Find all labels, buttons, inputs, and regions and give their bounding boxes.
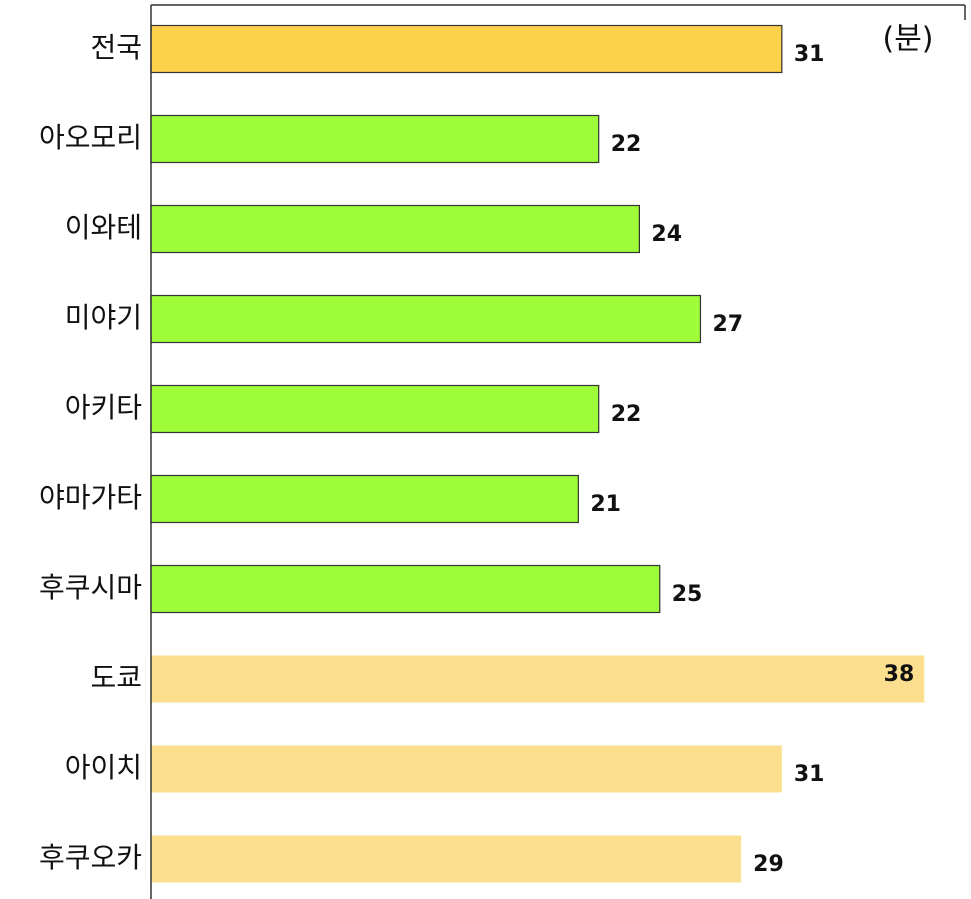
bar <box>150 474 579 524</box>
category-label: 전국 <box>90 31 142 64</box>
value-label: 31 <box>794 762 825 787</box>
bar <box>150 564 661 614</box>
bar <box>150 294 702 344</box>
value-label: 24 <box>651 222 682 247</box>
value-label: 22 <box>611 132 642 157</box>
value-label: 38 <box>884 662 915 687</box>
bar <box>150 204 640 254</box>
bar <box>150 384 600 434</box>
value-label: 27 <box>712 312 743 337</box>
category-label: 후쿠시마 <box>39 571 142 604</box>
bar <box>150 24 783 74</box>
category-label: 도쿄 <box>90 661 142 694</box>
value-label: 29 <box>753 852 784 877</box>
category-label: 야마가타 <box>39 481 142 514</box>
bar <box>151 655 925 703</box>
unit-label: (분) <box>882 22 933 57</box>
bar <box>150 114 600 164</box>
bar <box>151 745 782 793</box>
category-label: 아이치 <box>65 751 142 784</box>
value-label: 25 <box>672 582 703 607</box>
value-label: 31 <box>794 42 825 67</box>
value-label: 21 <box>590 492 621 517</box>
category-label: 아오모리 <box>39 121 142 154</box>
bar <box>151 835 742 883</box>
category-label: 후쿠오카 <box>39 841 142 874</box>
category-label: 아키타 <box>65 391 142 424</box>
category-label: 이와테 <box>65 211 142 244</box>
category-label: 미야기 <box>65 301 142 334</box>
value-label: 22 <box>611 402 642 427</box>
